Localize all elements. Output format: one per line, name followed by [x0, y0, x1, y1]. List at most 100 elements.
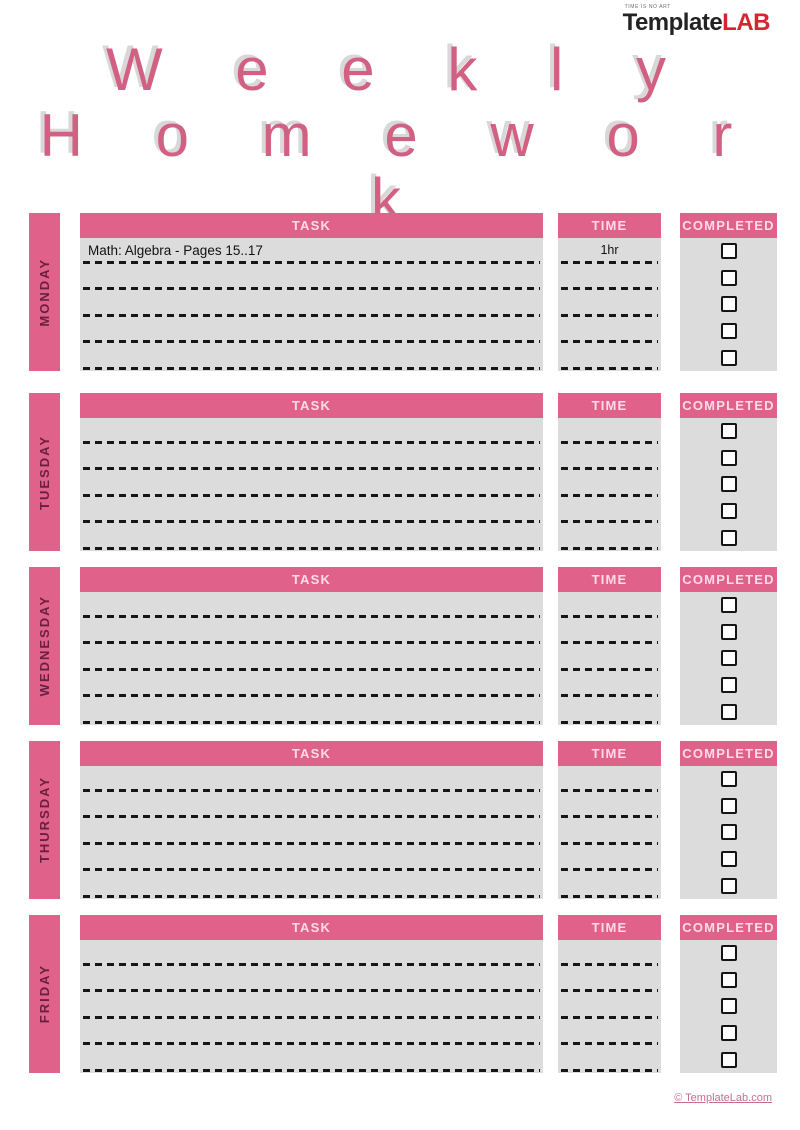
footer-copyright-link[interactable]: © TemplateLab.com: [674, 1092, 772, 1104]
time-row[interactable]: [558, 291, 661, 318]
time-row[interactable]: [558, 793, 661, 820]
completed-row: [680, 344, 777, 371]
task-rows: [80, 592, 543, 725]
completed-checkbox[interactable]: [720, 824, 737, 841]
task-row[interactable]: [80, 592, 543, 619]
task-row[interactable]: [80, 1020, 543, 1047]
task-row[interactable]: [80, 344, 543, 371]
task-row[interactable]: [80, 993, 543, 1020]
day-label-text: MONDAY: [37, 257, 52, 327]
completed-checkbox[interactable]: [720, 998, 737, 1015]
completed-rows: [680, 418, 777, 551]
time-row[interactable]: [558, 819, 661, 846]
time-row[interactable]: [558, 698, 661, 725]
time-row[interactable]: [558, 344, 661, 371]
time-column-header: TIME: [558, 393, 661, 418]
completed-row: [680, 418, 777, 445]
time-column: TIME 1hr: [558, 213, 661, 371]
completed-checkbox[interactable]: [720, 296, 737, 313]
time-row[interactable]: [558, 471, 661, 498]
time-entry-text: 1hr: [600, 243, 619, 257]
day-section-thursday: THURSDAY TASK TIME COMPLETED: [0, 741, 800, 899]
day-label-text: TUESDAY: [37, 434, 52, 510]
time-row[interactable]: [558, 265, 661, 292]
task-row[interactable]: [80, 645, 543, 672]
task-row[interactable]: [80, 819, 543, 846]
task-row[interactable]: [80, 471, 543, 498]
time-row[interactable]: [558, 418, 661, 445]
time-row[interactable]: 1hr: [558, 238, 661, 265]
completed-row: [680, 698, 777, 725]
page-title: W e e k l y H o m e w o r k: [0, 38, 800, 232]
completed-checkbox[interactable]: [720, 650, 737, 667]
completed-checkbox[interactable]: [720, 877, 737, 894]
time-row[interactable]: [558, 993, 661, 1020]
day-label-text: FRIDAY: [37, 964, 52, 1024]
completed-column-header: COMPLETED: [680, 393, 777, 418]
task-row[interactable]: [80, 418, 543, 445]
completed-checkbox[interactable]: [720, 269, 737, 286]
time-row[interactable]: [558, 318, 661, 345]
time-row[interactable]: [558, 766, 661, 793]
task-row[interactable]: [80, 445, 543, 472]
task-row[interactable]: [80, 1046, 543, 1073]
completed-checkbox[interactable]: [720, 1025, 737, 1042]
completed-checkbox[interactable]: [720, 971, 737, 988]
task-row[interactable]: [80, 967, 543, 994]
task-row[interactable]: [80, 524, 543, 551]
time-row[interactable]: [558, 967, 661, 994]
task-row[interactable]: [80, 793, 543, 820]
completed-checkbox[interactable]: [720, 476, 737, 493]
completed-column-header: COMPLETED: [680, 915, 777, 940]
time-row[interactable]: [558, 445, 661, 472]
time-row[interactable]: [558, 872, 661, 899]
time-row[interactable]: [558, 940, 661, 967]
time-row[interactable]: [558, 645, 661, 672]
time-rows: 1hr: [558, 238, 661, 371]
time-row[interactable]: [558, 1046, 661, 1073]
task-rows: [80, 940, 543, 1073]
task-row[interactable]: [80, 766, 543, 793]
task-row[interactable]: [80, 318, 543, 345]
completed-checkbox[interactable]: [720, 1051, 737, 1068]
completed-row: [680, 846, 777, 873]
completed-checkbox[interactable]: [720, 323, 737, 340]
completed-checkbox[interactable]: [720, 423, 737, 440]
completed-checkbox[interactable]: [720, 945, 737, 962]
task-row[interactable]: [80, 672, 543, 699]
task-row[interactable]: [80, 291, 543, 318]
time-row[interactable]: [558, 1020, 661, 1047]
task-column-header: TASK: [80, 213, 543, 238]
completed-row: [680, 645, 777, 672]
task-column: TASK: [80, 741, 543, 899]
completed-column: COMPLETED: [680, 915, 777, 1073]
completed-checkbox[interactable]: [720, 503, 737, 520]
time-row[interactable]: [558, 846, 661, 873]
time-row[interactable]: [558, 524, 661, 551]
completed-checkbox[interactable]: [720, 703, 737, 720]
completed-checkbox[interactable]: [720, 623, 737, 640]
completed-checkbox[interactable]: [720, 449, 737, 466]
completed-checkbox[interactable]: [720, 677, 737, 694]
completed-row: [680, 940, 777, 967]
task-row[interactable]: [80, 940, 543, 967]
completed-checkbox[interactable]: [720, 529, 737, 546]
completed-column-header: COMPLETED: [680, 741, 777, 766]
time-row[interactable]: [558, 672, 661, 699]
task-row[interactable]: [80, 619, 543, 646]
completed-checkbox[interactable]: [720, 349, 737, 366]
completed-checkbox[interactable]: [720, 851, 737, 868]
completed-checkbox[interactable]: [720, 797, 737, 814]
task-row[interactable]: [80, 265, 543, 292]
task-row[interactable]: [80, 846, 543, 873]
completed-checkbox[interactable]: [720, 597, 737, 614]
time-row[interactable]: [558, 498, 661, 525]
time-row[interactable]: [558, 619, 661, 646]
time-row[interactable]: [558, 592, 661, 619]
task-row[interactable]: [80, 498, 543, 525]
completed-checkbox[interactable]: [720, 243, 737, 260]
task-row[interactable]: [80, 698, 543, 725]
task-row[interactable]: [80, 872, 543, 899]
completed-checkbox[interactable]: [720, 771, 737, 788]
task-row[interactable]: Math: Algebra - Pages 15..17: [80, 238, 543, 265]
